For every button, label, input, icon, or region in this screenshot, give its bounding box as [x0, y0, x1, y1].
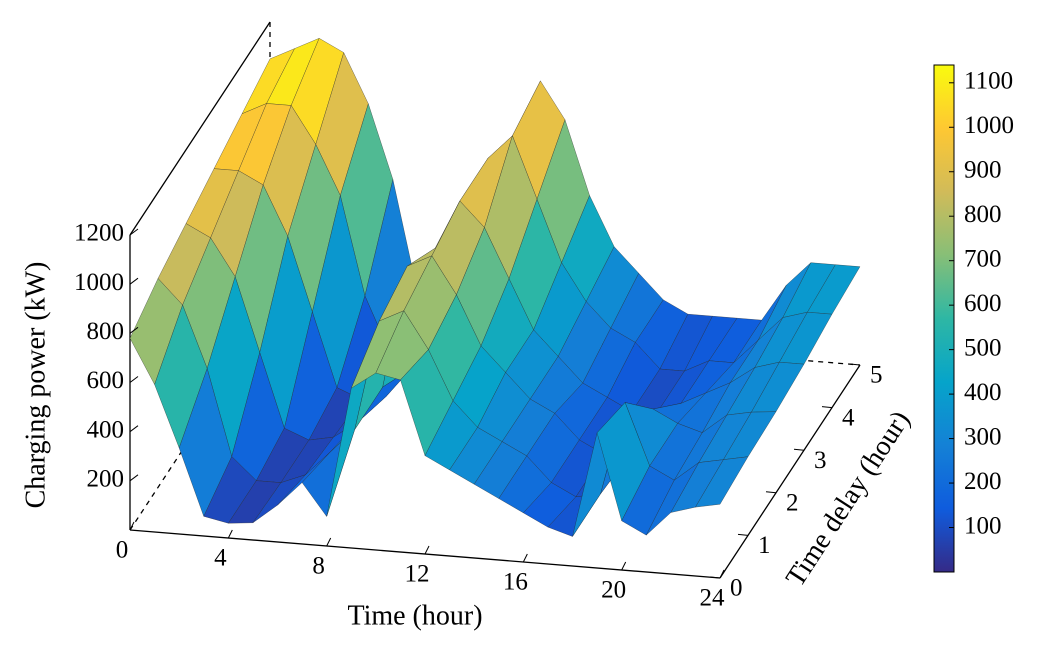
y-axis-label: Time delay (hour) [780, 405, 916, 592]
x-tick [326, 537, 332, 547]
y-tick [737, 533, 749, 536]
z-tick-label: 1200 [74, 220, 124, 247]
x-tick-label: 12 [405, 561, 430, 588]
colorbar-tick-label: 1100 [964, 68, 1013, 95]
y-tick-label: 2 [786, 490, 799, 517]
x-tick [129, 521, 135, 531]
z-tick [129, 228, 139, 236]
z-tick [129, 474, 139, 482]
z-tick [129, 277, 139, 285]
x-tick-label: 24 [700, 585, 726, 612]
colorbar-tick-label: 100 [964, 512, 1002, 539]
surface [129, 37, 861, 537]
x-tick [522, 553, 528, 563]
x-tick-label: 8 [312, 553, 325, 580]
box-edge [719, 364, 861, 579]
x-tick-label: 16 [503, 569, 528, 596]
z-tick-label: 800 [87, 318, 125, 345]
colorbar-tick-label: 700 [964, 245, 1002, 272]
x-tick [424, 545, 430, 555]
x-tick [227, 529, 233, 539]
colorbar-tick-label: 900 [964, 156, 1002, 183]
colorbar-tick-label: 500 [964, 334, 1002, 361]
y-tick-label: 5 [870, 362, 883, 389]
colorbar-tick-label: 300 [964, 423, 1002, 450]
z-tick-label: 200 [87, 466, 125, 493]
z-axis-label: Charging power (kW) [20, 262, 51, 509]
y-tick [821, 406, 833, 409]
z-tick [129, 425, 139, 433]
x-tick-label: 4 [214, 545, 227, 572]
y-tick [765, 491, 777, 494]
y-tick [849, 363, 861, 366]
z-tick-label: 600 [87, 367, 125, 394]
colorbar [933, 64, 955, 573]
x-tick [621, 561, 627, 571]
x-tick-label: 20 [601, 577, 626, 604]
x-tick-label: 0 [116, 537, 129, 564]
surface-cell [694, 456, 749, 508]
z-tick-label: 1000 [74, 269, 124, 296]
x-tick [719, 569, 725, 579]
y-tick-label: 4 [842, 404, 855, 431]
y-tick-label: 3 [814, 447, 827, 474]
y-tick [709, 576, 721, 579]
colorbar-tick-label: 1000 [964, 112, 1014, 139]
colorbar-tick-label: 800 [964, 201, 1002, 228]
box-edge [129, 21, 271, 236]
colorbar-tick-label: 600 [964, 290, 1002, 317]
colorbar-tick-label: 200 [964, 468, 1002, 495]
x-axis-label: Time (hour) [347, 600, 482, 631]
z-tick [129, 326, 139, 334]
y-tick [793, 448, 805, 451]
z-tick [129, 376, 139, 383]
z-tick-label: 400 [87, 416, 125, 443]
y-tick-label: 0 [730, 575, 743, 602]
y-tick-label: 1 [758, 532, 771, 559]
colorbar-tick-label: 400 [964, 379, 1002, 406]
